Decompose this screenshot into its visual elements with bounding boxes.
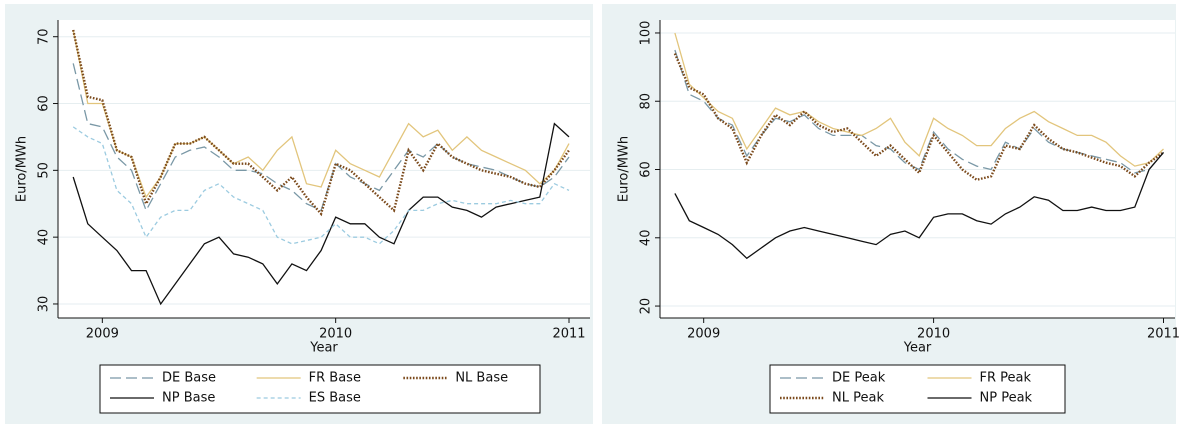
legend-label: FR Base <box>309 371 361 386</box>
y-tick-label: 60 <box>639 161 654 178</box>
legend-label: NP Peak <box>980 391 1033 406</box>
legend-label: NP Base <box>162 391 215 406</box>
legend-label: DE Base <box>162 371 216 386</box>
x-tick-label: 2011 <box>552 327 585 342</box>
series-line <box>72 29 570 199</box>
y-tick-label: 20 <box>639 298 654 315</box>
legend-label: ES Base <box>309 391 361 406</box>
legend-box <box>99 364 541 414</box>
y-axis-title: Euro/MWh <box>15 136 30 202</box>
series-line <box>674 32 1164 167</box>
y-tick-label: 40 <box>37 229 52 246</box>
legend-label: FR Peak <box>980 371 1032 386</box>
y-tick-label: 40 <box>639 230 654 247</box>
x-tick-label: 2011 <box>1147 327 1179 342</box>
series-line <box>674 151 1164 260</box>
y-tick-label: 60 <box>37 95 52 112</box>
legend-label: NL Peak <box>832 391 884 406</box>
x-tick-label: 2009 <box>86 327 119 342</box>
series-line <box>72 29 570 217</box>
y-axis-title: Euro/MWh <box>617 136 632 202</box>
x-tick-label: 2010 <box>319 327 352 342</box>
y-tick-label: 80 <box>639 93 654 110</box>
y-tick-label: 50 <box>37 162 52 179</box>
x-axis-title: Year <box>309 341 338 356</box>
series-line <box>72 122 570 306</box>
series-line <box>673 53 1165 182</box>
y-tick-label: 30 <box>37 296 52 313</box>
x-tick-label: 2010 <box>917 327 950 342</box>
plot-area <box>58 20 590 318</box>
legend-box <box>769 364 1066 414</box>
y-tick-label: 70 <box>37 28 52 45</box>
y-tick-label: 100 <box>639 21 654 46</box>
legend-label: NL Base <box>455 371 508 386</box>
series-line <box>72 126 570 245</box>
x-tick-label: 2009 <box>687 327 720 342</box>
x-axis-title: Year <box>903 341 932 356</box>
legend-label: DE Peak <box>832 371 886 386</box>
